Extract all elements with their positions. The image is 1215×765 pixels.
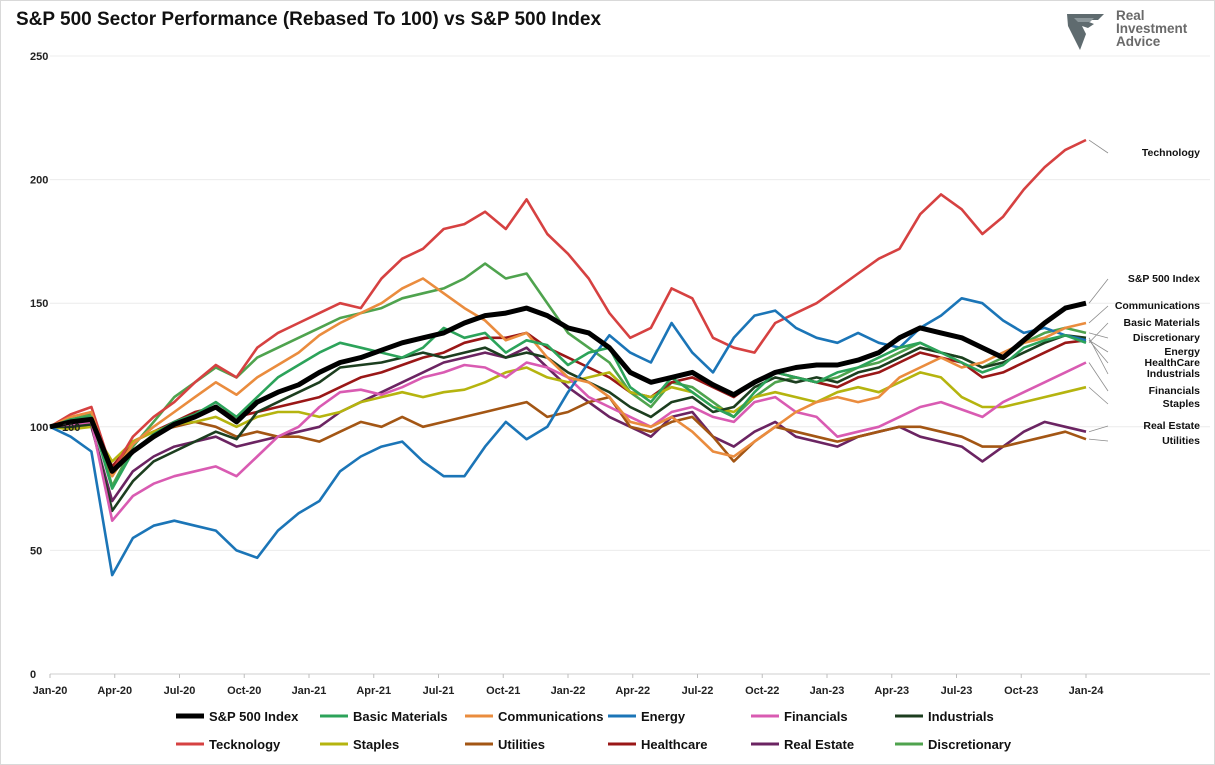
series-line-staples (49, 366, 1087, 463)
series-line-real-estate (49, 346, 1087, 503)
y-tick-label: 200 (30, 175, 48, 187)
legend-item-industrials: Industrials (895, 709, 994, 724)
legend: S&P 500 Index Basic Materials Communicatio… (176, 709, 1012, 752)
leader-line (1088, 332, 1109, 339)
x-tick-label: Apr-22 (615, 685, 650, 697)
series-line-tecknology (49, 138, 1087, 473)
leader-line (1088, 386, 1109, 405)
end-label-s-p-500-index: S&P 500 Index (1128, 273, 1200, 285)
brand-line-3: Advice (1116, 34, 1161, 49)
leader-line (1088, 425, 1109, 433)
legend-label: Industrials (928, 709, 994, 724)
chart-title: S&P 500 Sector Performance (Rebased To 1… (16, 9, 602, 30)
series-line-s-p-500-index (49, 300, 1087, 474)
y-tick-label: 250 (30, 51, 48, 63)
x-tick-label: Oct-21 (486, 685, 520, 697)
legend-label: Communications (498, 709, 603, 724)
x-tick-label: Apr-20 (97, 685, 132, 697)
end-label-energy: Energy (1164, 346, 1200, 358)
eagle-logo-icon (1067, 14, 1104, 50)
leader-line (1088, 438, 1109, 442)
leader-line (1088, 278, 1109, 304)
x-tick-label: Jan-20 (33, 685, 68, 697)
leader-line (1088, 362, 1109, 392)
legend-item-basic-materials: Basic Materials (320, 709, 448, 724)
series-line-utilities (50, 395, 1087, 478)
end-labels: S&P 500 Index Basic Materials Communicatio… (1115, 147, 1200, 447)
legend-label: Healthcare (641, 737, 707, 752)
brand-logo: Real Investment Advice (1064, 8, 1204, 54)
end-label-communications: Communications (1115, 300, 1200, 312)
series-line-communications (49, 277, 1087, 478)
legend-item-real-estate: Real Estate (751, 737, 854, 752)
x-tick-label: Jan-21 (292, 685, 327, 697)
end-label-leaders (1088, 139, 1109, 442)
end-label-discretionary: Discretionary (1133, 332, 1200, 344)
legend-label: Discretionary (928, 737, 1012, 752)
brand-name: Real Investment Advice (1116, 8, 1188, 49)
end-label-financials: Financials (1149, 385, 1201, 397)
legend-label: Utilities (498, 737, 545, 752)
x-tick-label: Apr-21 (356, 685, 391, 697)
series-line-discretionary (49, 262, 1087, 488)
start-value-label: 100 (62, 422, 80, 434)
end-label-real-estate: Real Estate (1143, 420, 1200, 432)
end-label-healthcare: HealthCare (1145, 357, 1201, 369)
leader-line (1088, 305, 1109, 324)
x-axis: Jan-20 Apr-20 Jul-20 Oct-20 Jan-21 Apr-21 Jul-… (33, 674, 1105, 697)
y-tick-label: 0 (30, 669, 36, 681)
series-line-energy (49, 297, 1087, 577)
series-line-basic-materials (49, 326, 1087, 490)
legend-item-energy: Energy (608, 709, 686, 724)
legend-label: Staples (353, 737, 399, 752)
legend-label: S&P 500 Index (209, 709, 299, 724)
legend-item-communications: Communications (465, 709, 603, 724)
x-tick-label: Apr-23 (874, 685, 909, 697)
x-tick-label: Oct-22 (745, 685, 779, 697)
leader-line (1088, 139, 1109, 154)
end-label-utilities: Utilities (1162, 435, 1200, 447)
brand-line-2: Investment (1116, 21, 1188, 36)
y-axis: 0 50 100 150 200 250 (30, 51, 48, 681)
legend-item-utilities: Utilities (465, 737, 545, 752)
x-tick-label: Oct-20 (227, 685, 261, 697)
x-tick-label: Jul-21 (423, 685, 455, 697)
legend-label: Real Estate (784, 737, 854, 752)
end-label-basic-materials: Basic Materials (1124, 317, 1201, 329)
legend-label: Financials (784, 709, 848, 724)
legend-item-staples: Staples (320, 737, 399, 752)
legend-item-tecknology: Tecknology (176, 737, 281, 752)
x-tick-label: Jul-23 (941, 685, 973, 697)
leader-line (1088, 322, 1109, 344)
end-label-industrials: Industrials (1147, 368, 1200, 380)
brand-line-1: Real (1116, 8, 1145, 23)
leader-line (1088, 340, 1109, 364)
x-tick-label: Jan-23 (810, 685, 845, 697)
leader-line (1088, 339, 1109, 353)
gridlines (50, 55, 1210, 675)
legend-label: Energy (641, 709, 686, 724)
legend-label: Tecknology (209, 737, 281, 752)
y-tick-label: 150 (30, 298, 48, 310)
series-line-industrials (50, 334, 1087, 513)
x-tick-label: Jul-22 (682, 685, 714, 697)
legend-item-financials: Financials (751, 709, 848, 724)
series-line-healthcare (50, 331, 1087, 468)
legend-label: Basic Materials (353, 709, 448, 724)
x-tick-label: Oct-23 (1004, 685, 1038, 697)
legend-item-discretionary: Discretionary (895, 737, 1012, 752)
end-label-staples: Staples (1163, 398, 1201, 410)
legend-item-healthcare: Healthcare (608, 737, 707, 752)
series-lines (49, 138, 1087, 577)
x-tick-label: Jul-20 (164, 685, 196, 697)
y-tick-label: 100 (30, 422, 48, 434)
legend-item-s-p-500-index: S&P 500 Index (176, 709, 299, 724)
end-label-technology: Technology (1142, 147, 1200, 159)
x-tick-label: Jan-22 (551, 685, 586, 697)
x-tick-label: Jan-24 (1069, 685, 1105, 697)
y-tick-label: 50 (30, 545, 42, 557)
